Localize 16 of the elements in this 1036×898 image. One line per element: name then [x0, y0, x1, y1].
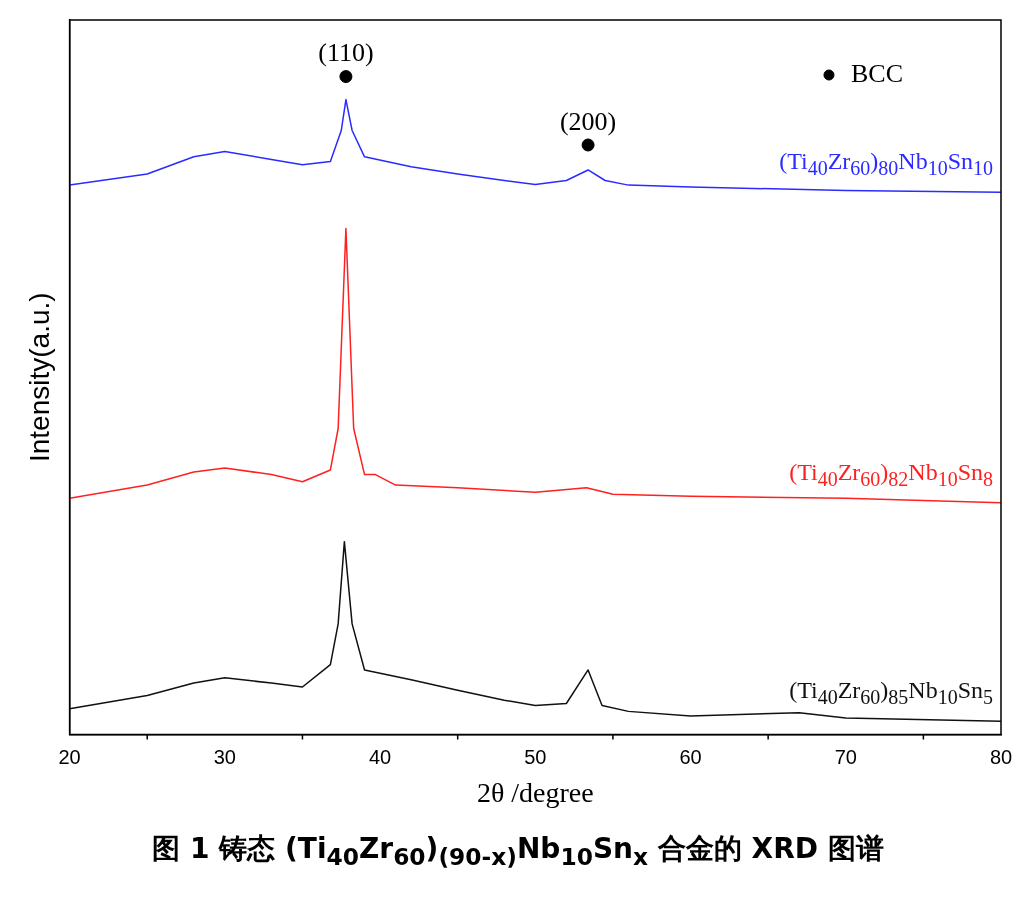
text: (Ti$_{40}$Zr$_{60}$)$_{80}$Nb$_{10}$Sn$_{10}$: [779, 148, 993, 180]
text: (Ti$_{40}$Zr$_{60}$)$_{85}$Nb$_{10}$Sn$_{5}$: [789, 677, 993, 709]
x-tick-label: 30: [213, 745, 236, 768]
x-tick-label: 50: [524, 745, 547, 768]
text: (110): [318, 38, 374, 68]
x-tick-label: 80: [989, 745, 1013, 768]
x-tick-label: 60: [679, 745, 702, 768]
text: (Ti$_{40}$Zr$_{60}$)$_{82}$Nb$_{10}$Sn$_{8}$: [789, 459, 993, 490]
x-axis-title: 2θ /degree: [476, 776, 594, 808]
x-tick-label: 40: [368, 745, 392, 768]
x-tick-label: 70: [834, 745, 857, 768]
y-axis-title: Intensity(a.u.): [23, 292, 55, 463]
legend-label: BCC: [850, 58, 904, 88]
text: 图 1 铸态 (Ti$_{40}$Zr$_{60}$)$_{(90-x)}$Nb$_{10}$Sn$_{x}$ 合金的 XRD 图谱: [152, 832, 884, 871]
annotation: (200): [559, 106, 617, 136]
x-tick-label: 20: [58, 745, 81, 768]
